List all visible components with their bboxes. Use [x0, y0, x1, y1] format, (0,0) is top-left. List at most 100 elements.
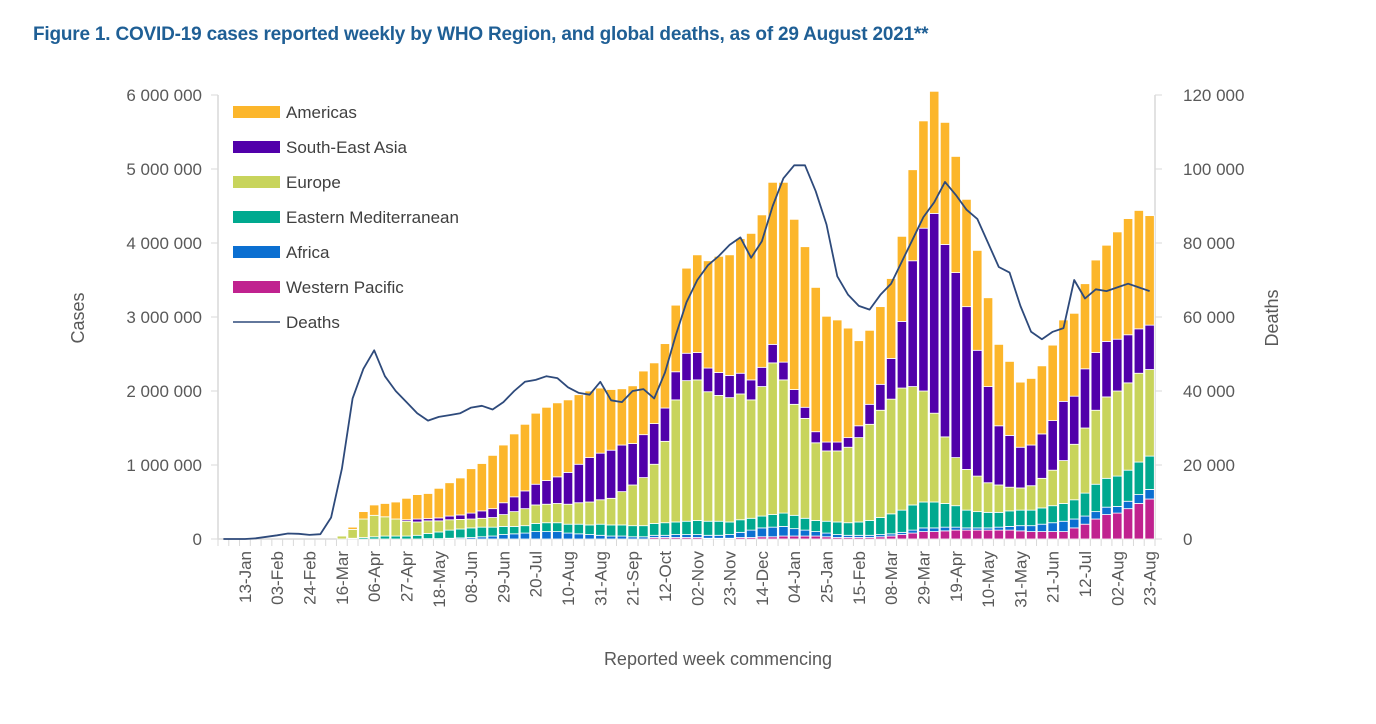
bar-segment-americas	[886, 278, 897, 359]
bar-segment-south-east-asia	[864, 403, 875, 425]
bar-segment-europe	[724, 397, 735, 523]
bar-segment-europe	[476, 517, 487, 528]
bar-segment-eastern-mediterranean	[692, 520, 703, 535]
bar-segment-americas	[552, 402, 563, 478]
bar-segment-eastern-mediterranean	[746, 517, 757, 531]
bar-segment-eastern-mediterranean	[832, 521, 843, 535]
bar-segment-eastern-mediterranean	[735, 519, 746, 533]
bar-segment-europe	[821, 450, 832, 522]
bar-segment-africa	[692, 534, 703, 538]
bar-segment-americas	[1036, 365, 1047, 435]
bar-segment-eastern-mediterranean	[1036, 507, 1047, 525]
bar-segment-africa	[584, 534, 595, 540]
x-axis-title: Reported week commencing	[604, 649, 832, 669]
bar-segment-eastern-mediterranean	[390, 535, 401, 540]
y-tick-label: 3 000 000	[126, 308, 202, 327]
bar-segment-south-east-asia	[907, 260, 918, 387]
bar-segment-africa	[789, 528, 800, 537]
bar-segment-south-east-asia	[1112, 338, 1123, 392]
bar-segment-eastern-mediterranean	[659, 522, 671, 536]
bar-segment-europe	[519, 508, 531, 527]
bar-segment-africa	[929, 527, 940, 533]
bar-segment-eastern-mediterranean	[724, 521, 735, 535]
bar-segment-europe	[401, 520, 412, 537]
bar-segment-south-east-asia	[778, 361, 789, 381]
bar-segment-americas	[907, 169, 918, 262]
bar-segment-eastern-mediterranean	[487, 526, 498, 537]
bar-segment-europe	[422, 520, 434, 534]
legend-label: Deaths	[286, 313, 340, 332]
deaths-line-layer	[223, 164, 1150, 540]
bar-segment-africa	[821, 532, 832, 538]
bar-segment-africa	[1144, 489, 1155, 500]
x-tick-label: 12-Jul	[1076, 551, 1095, 597]
y2-tick-label: 20 000	[1183, 456, 1235, 475]
bar-segment-americas	[530, 412, 541, 485]
bar-segment-europe	[369, 514, 380, 538]
legend-item-eastern-mediterranean: Eastern Mediterranean	[233, 208, 459, 227]
bar-segment-europe	[379, 516, 391, 537]
bar-segment-americas	[950, 156, 961, 273]
bar-segment-americas	[401, 497, 412, 521]
bar-segment-south-east-asia	[939, 244, 951, 438]
bar-segment-eastern-mediterranean	[1144, 455, 1155, 490]
bar-segment-americas	[972, 249, 983, 351]
bar-segment-americas	[756, 214, 767, 368]
bar-segment-europe	[961, 469, 972, 511]
bar-segment-africa	[1004, 526, 1015, 531]
bar-segment-americas	[455, 477, 466, 516]
bar-segment-europe	[433, 520, 444, 533]
bar-segment-eastern-mediterranean	[681, 520, 692, 535]
bar-segment-south-east-asia	[1101, 341, 1112, 398]
bar-segment-europe	[412, 521, 423, 536]
bar-segment-africa	[498, 534, 509, 540]
bar-segment-eastern-mediterranean	[993, 511, 1004, 528]
bar-segment-eastern-mediterranean	[778, 512, 789, 527]
bar-segment-south-east-asia	[606, 449, 617, 499]
bar-segment-western-pacific	[1144, 498, 1155, 540]
bar-segment-europe	[444, 519, 455, 531]
bar-segment-south-east-asia	[799, 406, 811, 419]
bar-segment-europe	[541, 503, 552, 524]
bar-segment-eastern-mediterranean	[638, 525, 649, 538]
bar-segment-africa	[519, 532, 531, 540]
bar-segment-americas	[573, 394, 584, 465]
bar-segment-south-east-asia	[466, 512, 477, 520]
x-tick-label: 23-Nov	[721, 551, 740, 606]
bar-segment-americas	[444, 482, 455, 517]
bar-segment-eastern-mediterranean	[444, 529, 455, 539]
bar-segment-americas	[993, 343, 1004, 427]
legend-item-europe: Europe	[233, 173, 341, 192]
bar-segment-south-east-asia	[875, 383, 886, 411]
bar-segment-americas	[606, 389, 617, 451]
bar-segment-south-east-asia	[670, 371, 681, 401]
bar-segment-western-pacific	[1036, 531, 1047, 540]
bar-segment-americas	[746, 232, 757, 381]
y-tick-label: 0	[193, 530, 202, 549]
bar-segment-americas	[422, 493, 434, 520]
legend-item-south-east-asia: South-East Asia	[233, 138, 408, 157]
deaths-line	[223, 164, 1150, 540]
bar-segment-americas	[369, 504, 380, 516]
bar-segment-eastern-mediterranean	[1090, 483, 1101, 513]
legend-swatch	[233, 211, 280, 223]
bar-segment-eastern-mediterranean	[789, 514, 800, 530]
bar-segment-south-east-asia	[530, 483, 541, 506]
x-tick-label: 02-Nov	[688, 551, 707, 606]
bar-segment-western-pacific	[1058, 531, 1069, 540]
bar-segment-eastern-mediterranean	[595, 523, 606, 536]
x-tick-label: 03-Feb	[268, 551, 287, 605]
bar-segment-europe	[842, 446, 854, 524]
bar-segment-europe	[1112, 390, 1123, 477]
bar-segment-south-east-asia	[918, 227, 929, 392]
bar-segment-africa	[509, 533, 520, 540]
bar-segment-europe	[616, 491, 627, 526]
bar-segment-south-east-asia	[444, 515, 455, 521]
bar-segment-americas	[1144, 215, 1155, 326]
bar-segment-americas	[347, 526, 358, 530]
bar-segment-western-pacific	[1047, 531, 1058, 540]
bar-segment-africa	[562, 532, 574, 540]
legend-label: Eastern Mediterranean	[286, 208, 459, 227]
bar-segment-americas	[1058, 319, 1069, 402]
bar-segment-americas	[896, 235, 907, 322]
